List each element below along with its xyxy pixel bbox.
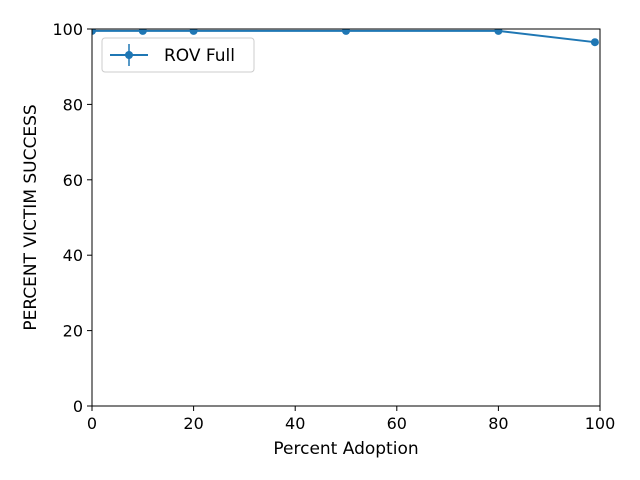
x-tick-label: 20	[183, 414, 203, 433]
x-axis-label: Percent Adoption	[273, 439, 418, 459]
legend-marker-sample	[125, 51, 133, 59]
data-point	[494, 29, 503, 35]
x-tick-label: 60	[387, 414, 407, 433]
plot-area	[92, 29, 599, 47]
axes-frame	[91, 28, 601, 407]
data-point	[92, 29, 96, 35]
y-tick-label: 20	[63, 322, 83, 341]
y-tick-label: 60	[63, 171, 83, 190]
data-point	[138, 29, 147, 35]
x-tick-label: 40	[285, 414, 305, 433]
y-axis-label: PERCENT VICTIM SUCCESS	[21, 104, 41, 330]
y-tick-label: 40	[63, 246, 83, 265]
x-tick-label: 80	[488, 414, 508, 433]
legend-entry-rov-full: ROV Full	[164, 46, 235, 66]
data-point	[342, 29, 350, 35]
data-point	[590, 38, 599, 47]
series-line-0	[92, 29, 596, 44]
legend: ROV Full	[101, 37, 255, 73]
axes: 0 20 40 60 80 100 0 20 40 60 80 100	[52, 20, 615, 433]
data-point	[189, 29, 198, 35]
legend-frame	[101, 37, 255, 73]
y-tick-label: 100	[52, 20, 83, 39]
x-tick-label: 0	[87, 414, 97, 433]
y-tick-label: 0	[73, 397, 83, 416]
y-tick-label: 80	[63, 95, 83, 114]
x-tick-label: 100	[585, 414, 616, 433]
